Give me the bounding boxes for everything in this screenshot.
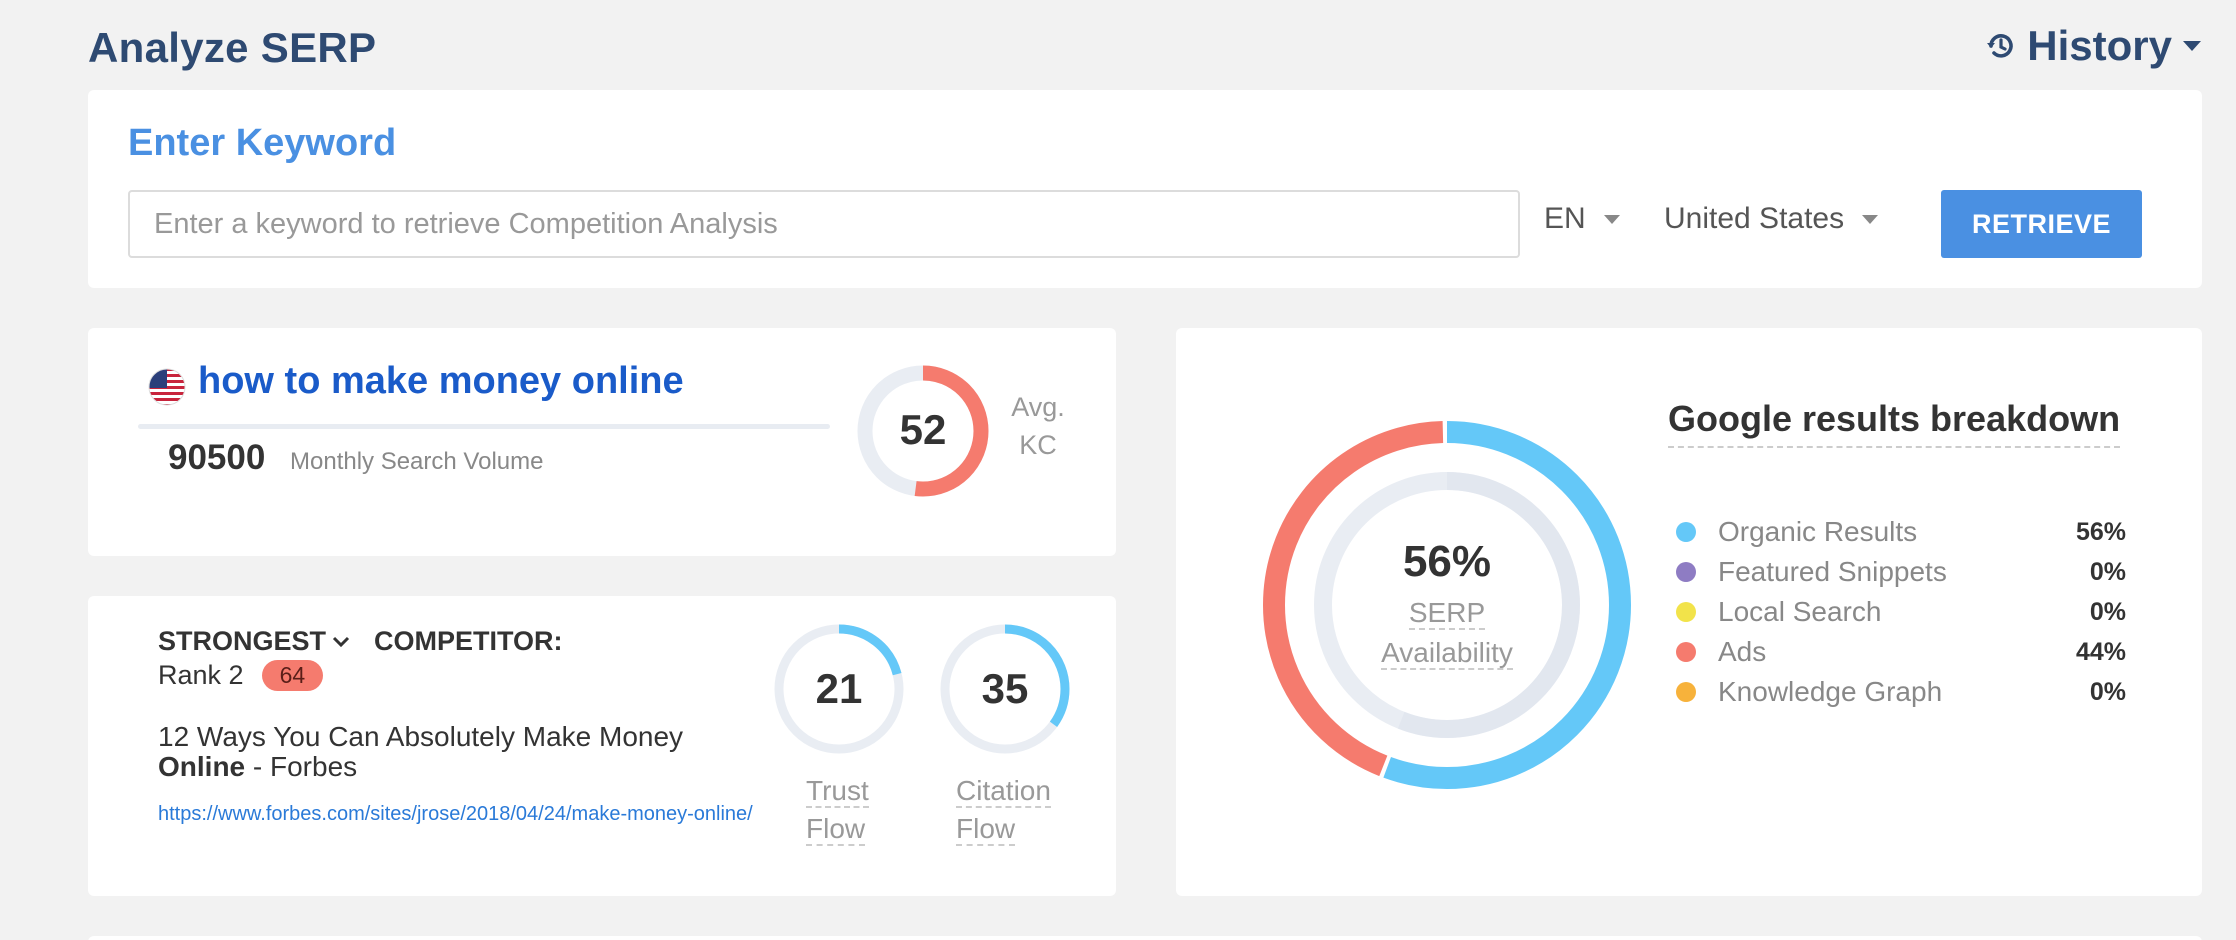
rank-label: Rank 2: [158, 660, 244, 690]
legend-dot: [1676, 682, 1696, 702]
avg-kc-label-line1: Avg.: [1011, 392, 1065, 422]
keyword-link[interactable]: how to make money online: [198, 360, 684, 402]
legend-item: Featured Snippets 0%: [1676, 552, 2126, 592]
avg-kc-gauge: 52: [857, 365, 989, 497]
history-label: History: [2027, 22, 2172, 69]
serp-availability-label-line2: Availability: [1381, 637, 1513, 670]
caret-down-icon: [1862, 214, 1879, 224]
citation-flow-gauge: 35: [940, 624, 1070, 754]
page-title: Analyze SERP: [88, 24, 377, 71]
avg-kc-label: Avg. KC: [1008, 388, 1068, 464]
language-value: EN: [1544, 202, 1586, 235]
legend-name: Local Search: [1718, 596, 1882, 627]
legend-item: Local Search 0%: [1676, 592, 2126, 632]
citation-flow-label-line1: Citation: [956, 775, 1051, 808]
legend-dot: [1676, 562, 1696, 582]
keyword-summary-card: how to make money online 90500 Monthly S…: [88, 328, 1116, 556]
serp-availability-arc: [1314, 472, 1580, 738]
trust-flow-value: 21: [816, 665, 863, 712]
serp-availability-value: 56%: [1402, 537, 1492, 586]
caret-down-icon: [2183, 41, 2201, 51]
history-dropdown[interactable]: History: [1985, 22, 2202, 70]
language-dropdown[interactable]: EN: [1544, 202, 1620, 236]
donut-segment-ads: [1263, 421, 1631, 789]
donut-segment-organic-results: [1263, 421, 1631, 789]
caret-down-icon: [1603, 214, 1620, 224]
strongest-dropdown[interactable]: STRONGEST: [158, 626, 350, 657]
google-results-breakdown-card: 56% SERP Availability Google results bre…: [1176, 328, 2202, 896]
legend-name: Organic Results: [1718, 516, 1918, 547]
rank-badge: 64: [261, 660, 324, 691]
competitor-title-part1: 12 Ways You Can Absolutely Make Money: [158, 721, 684, 752]
trust-flow-gauge: 21: [774, 624, 904, 754]
trust-flow-label-line2: Flow: [806, 813, 866, 846]
competitor-title-part2: - Forbes: [245, 751, 358, 782]
serp-breakdown-donut: [1263, 421, 1631, 789]
citation-flow-label-line2: Flow: [956, 813, 1016, 846]
trust-flow-label: Trust Flow: [806, 772, 869, 848]
legend-item: Knowledge Graph 0%: [1676, 672, 2126, 712]
citation-flow-value: 35: [982, 665, 1029, 712]
competitor-rank: Rank 2 64: [158, 660, 324, 691]
legend-name: Featured Snippets: [1718, 556, 1947, 587]
competitor-url[interactable]: https://www.forbes.com/sites/jrose/2018/…: [158, 803, 753, 825]
divider: [138, 424, 830, 429]
serp-availability-center: 56% SERP Availability: [1262, 420, 1632, 790]
competitor-label: COMPETITOR:: [374, 626, 563, 656]
breakdown-title: Google results breakdown: [1668, 398, 2121, 448]
breakdown-legend: Organic Results 56% Featured Snippets 0%…: [1676, 512, 2126, 712]
country-dropdown[interactable]: United States: [1664, 202, 1879, 236]
legend-name: Ads: [1718, 636, 1767, 667]
legend-value: 44%: [2075, 637, 2126, 666]
trust-flow-label-line1: Trust: [806, 775, 869, 808]
strongest-label: STRONGEST: [158, 626, 327, 656]
us-flag-icon: [148, 368, 186, 406]
legend-dot: [1676, 642, 1696, 662]
legend-dot: [1676, 522, 1696, 542]
legend-value: 56%: [2075, 517, 2126, 546]
strongest-competitor-card: STRONGEST COMPETITOR: Rank 2 64 12 Ways …: [88, 596, 1116, 896]
legend-dot: [1676, 602, 1696, 622]
history-icon: [1987, 34, 2014, 58]
next-card: [88, 936, 2202, 940]
legend-item: Organic Results 56%: [1676, 512, 2126, 552]
legend-value: 0%: [2089, 597, 2126, 626]
chevron-down-icon: [332, 636, 350, 647]
monthly-volume-label: Monthly Search Volume: [290, 448, 544, 475]
keyword-card: Enter Keyword EN United States RETRIEVE: [88, 90, 2202, 288]
competitor-title: 12 Ways You Can Absolutely Make Money On…: [158, 722, 758, 782]
avg-kc-label-line2: KC: [1019, 430, 1057, 460]
citation-flow-label: Citation Flow: [956, 772, 1051, 848]
country-value: United States: [1664, 202, 1845, 235]
legend-value: 0%: [2089, 557, 2126, 586]
monthly-volume-value: 90500: [168, 438, 266, 477]
legend-value: 0%: [2089, 677, 2126, 706]
legend-name: Knowledge Graph: [1718, 676, 1943, 707]
retrieve-button[interactable]: RETRIEVE: [1941, 190, 2142, 258]
enter-keyword-heading: Enter Keyword: [128, 122, 397, 164]
competitor-title-bold: Online: [158, 751, 246, 782]
avg-kc-value: 52: [900, 406, 947, 453]
keyword-input[interactable]: [128, 190, 1520, 258]
legend-item: Ads 44%: [1676, 632, 2126, 672]
serp-availability-label-line1: SERP: [1408, 597, 1486, 630]
